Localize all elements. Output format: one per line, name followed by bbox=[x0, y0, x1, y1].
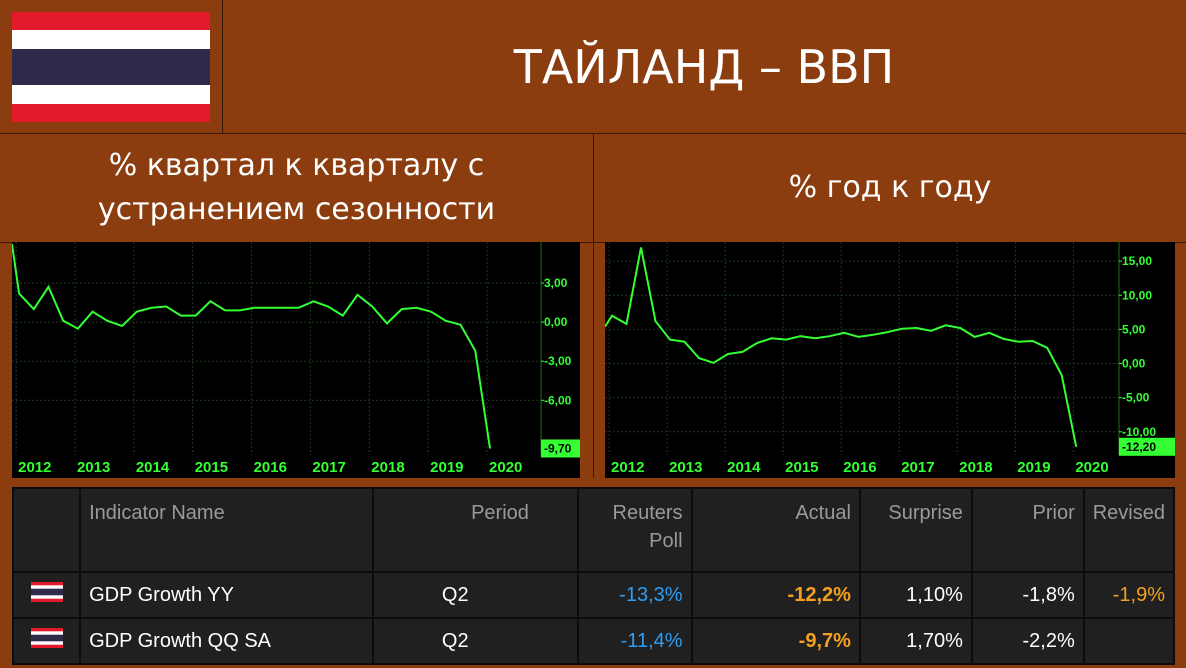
x-tick-label: 2019 bbox=[1017, 459, 1050, 476]
y-tick-label: 0,00 bbox=[544, 315, 568, 329]
y-tick-label: 3,00 bbox=[544, 276, 568, 290]
y-tick-label: -10,00 bbox=[1122, 425, 1156, 439]
table-cell: -1,8% bbox=[970, 571, 1085, 619]
y-tick-label: 5,00 bbox=[1122, 322, 1146, 336]
y-tick-label: 10,00 bbox=[1122, 288, 1152, 302]
table-cell: -1,9% bbox=[1082, 571, 1176, 619]
x-tick-label: 2013 bbox=[77, 459, 110, 476]
row-flag-icon bbox=[30, 628, 63, 648]
x-tick-label: 2016 bbox=[254, 459, 287, 476]
divider bbox=[593, 133, 594, 478]
row-flag-icon bbox=[30, 582, 63, 602]
x-tick-label: 2012 bbox=[611, 459, 644, 476]
table-cell: -11,4% bbox=[576, 617, 693, 665]
x-tick-label: 2016 bbox=[843, 459, 876, 476]
column-header: Period bbox=[371, 487, 579, 573]
x-tick-label: 2018 bbox=[371, 459, 404, 476]
flag bbox=[12, 12, 210, 122]
panel-heading: % квартал к кварталу с устранением сезон… bbox=[97, 148, 496, 227]
x-tick-label: 2015 bbox=[195, 459, 228, 476]
y-tick-label: -6,00 bbox=[544, 393, 572, 407]
x-tick-label: 2017 bbox=[901, 459, 934, 476]
y-tick-label: 0,00 bbox=[1122, 357, 1146, 371]
x-tick-label: 2018 bbox=[959, 459, 992, 476]
table-cell: -9,7% bbox=[690, 617, 861, 665]
table-cell: -13,3% bbox=[576, 571, 693, 619]
column-header: Actual bbox=[690, 487, 861, 573]
header-row: Indicator Name Period Reuters Poll Actua… bbox=[11, 487, 1176, 573]
data-line bbox=[12, 243, 491, 449]
row-flag bbox=[11, 617, 82, 665]
x-tick-label: 2012 bbox=[18, 459, 51, 476]
x-tick-label: 2015 bbox=[785, 459, 818, 476]
table-cell: GDP Growth YY bbox=[79, 571, 374, 619]
page-title: ТАЙЛАНД – ВВП bbox=[513, 39, 895, 94]
table-cell: 1,70% bbox=[858, 617, 973, 665]
x-tick-label: 2014 bbox=[136, 459, 170, 476]
divider bbox=[222, 0, 223, 133]
table-cell: GDP Growth QQ SA bbox=[79, 617, 374, 665]
chart-background bbox=[12, 242, 580, 478]
column-header: Prior bbox=[970, 487, 1085, 573]
x-tick-label: 2014 bbox=[727, 459, 761, 476]
column-header: Indicator Name bbox=[79, 487, 374, 573]
last-value-label: -9,70 bbox=[544, 441, 572, 455]
indicator-table: Indicator Name Period Reuters Poll Actua… bbox=[11, 487, 1176, 665]
last-value-label: -12,20 bbox=[1122, 440, 1156, 454]
row-flag bbox=[11, 571, 82, 619]
last-value-box bbox=[1119, 437, 1175, 456]
table-cell bbox=[1082, 617, 1176, 665]
x-tick-label: 2020 bbox=[1075, 459, 1108, 476]
y-tick-label: 15,00 bbox=[1122, 254, 1152, 268]
x-tick-label: 2017 bbox=[312, 459, 345, 476]
x-tick-label: 2020 bbox=[489, 459, 522, 476]
table-cell: Q2 bbox=[371, 571, 579, 619]
table-row: GDP Growth YY Q2 -13,3% -12,2% 1,10% -1,8% -1,… bbox=[11, 571, 1176, 619]
table-row: GDP Growth QQ SA Q2 -11,4% -9,7% 1,70% -2,2% bbox=[11, 617, 1176, 665]
table-cell: Q2 bbox=[371, 617, 579, 665]
flag-column bbox=[11, 487, 82, 573]
y-tick-label: -3,00 bbox=[544, 354, 572, 368]
data-line bbox=[605, 247, 1078, 447]
x-tick-label: 2013 bbox=[669, 459, 702, 476]
column-header: Surprise bbox=[858, 487, 973, 573]
panel-heading: % год к году bbox=[788, 169, 992, 205]
table-cell: -2,2% bbox=[970, 617, 1085, 665]
chart-background bbox=[605, 242, 1175, 478]
last-value-box bbox=[541, 439, 580, 458]
column-header: Reuters Poll bbox=[576, 487, 693, 573]
column-header: Revised bbox=[1082, 487, 1176, 573]
y-tick-label: -5,00 bbox=[1122, 391, 1150, 405]
table-cell: -12,2% bbox=[690, 571, 861, 619]
x-tick-label: 2019 bbox=[430, 459, 463, 476]
table-cell: 1,10% bbox=[858, 571, 973, 619]
